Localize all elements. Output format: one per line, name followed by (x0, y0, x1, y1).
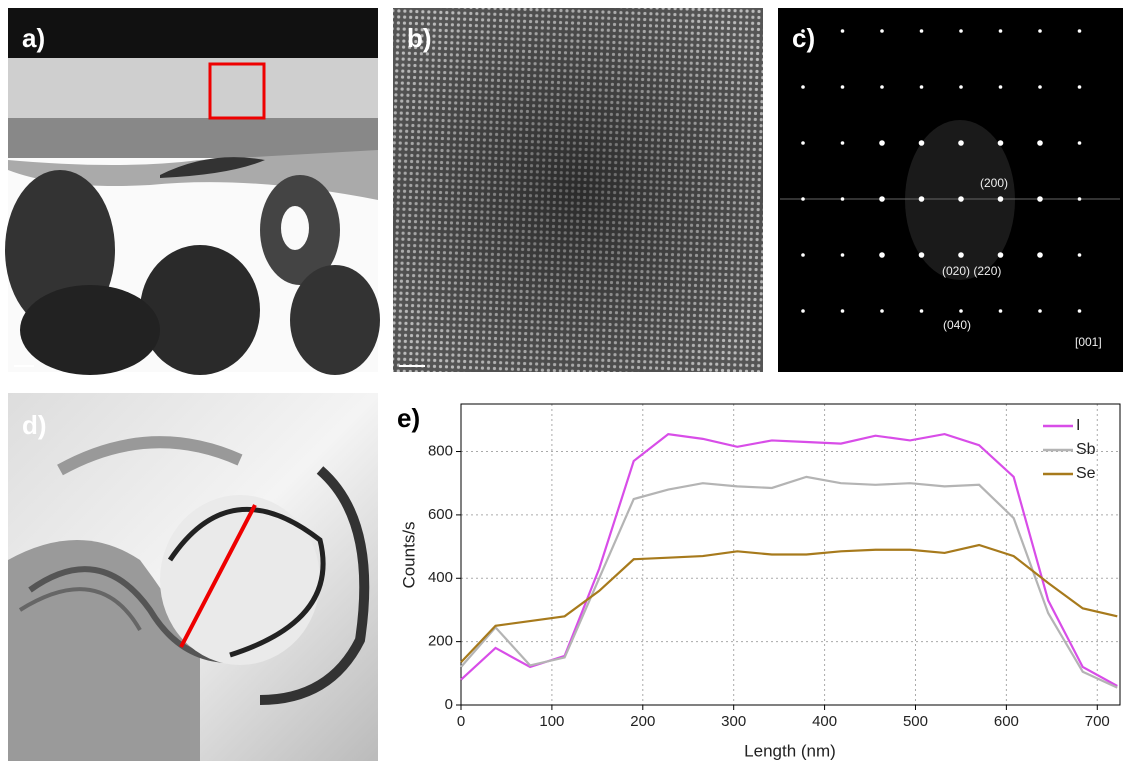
panel-a: a) (5, 8, 380, 375)
fft-spot (919, 85, 924, 89)
fft-spot (959, 85, 963, 89)
series-line (460, 543, 1118, 663)
x-tick-label: 500 (903, 713, 928, 730)
fft-spot (958, 196, 964, 202)
fft-spot (840, 141, 845, 145)
fft-spot (919, 29, 924, 33)
fft-label: [001] (1075, 335, 1102, 349)
fft-spot (918, 140, 925, 146)
fft-spot (1077, 141, 1082, 145)
y-tick-label: 400 (428, 569, 453, 586)
legend-label: I (1076, 417, 1080, 434)
x-tick-label: 0 (457, 713, 465, 730)
fft-spot (801, 309, 805, 313)
legend-label: Sb (1076, 441, 1096, 458)
fft-spot (997, 196, 1004, 202)
fft-spot (998, 309, 1003, 313)
fft-spot (958, 252, 964, 258)
plot-frame (460, 403, 1121, 706)
fft-spot (919, 309, 924, 313)
fft-spot (1037, 252, 1043, 258)
panel-b: b) (393, 8, 763, 372)
panel-label: e) (397, 403, 420, 433)
series-line (460, 432, 1118, 687)
x-tick-label: 700 (1085, 713, 1110, 730)
fft-spot (879, 196, 885, 202)
fft-spot (1077, 197, 1082, 201)
fft-spot (1077, 253, 1082, 257)
fft-spot (880, 309, 884, 313)
fft-label: (200) (980, 176, 1008, 190)
fft-spot (801, 197, 805, 201)
fft-label: (040) (943, 318, 971, 332)
fft-spot (997, 140, 1004, 146)
panel-d: d) (8, 393, 378, 761)
fft-spot (1038, 309, 1042, 313)
x-tick-label: 400 (812, 713, 837, 730)
fft-spot (959, 309, 963, 313)
fft-spot (1038, 29, 1042, 33)
panel-label: a) (22, 23, 45, 53)
fft-spot (1077, 85, 1082, 89)
fft-spot (1037, 196, 1043, 202)
x-tick-label: 200 (630, 713, 655, 730)
fft-spot (998, 85, 1003, 89)
fft-spot (958, 140, 964, 146)
fft-spot (1038, 85, 1042, 89)
series-line (460, 475, 1118, 689)
fft-spot (801, 141, 805, 145)
fft-spot (879, 140, 885, 146)
fft-spot (801, 29, 805, 33)
legend-label: Se (1076, 465, 1096, 482)
panel-label: c) (792, 23, 815, 53)
y-tick-label: 0 (445, 696, 453, 713)
fft-spot (801, 85, 805, 89)
panel-e: e) Length (nm) Counts/s 0 200 400 600 800 0 10… (397, 403, 1121, 760)
fft-spot (998, 29, 1003, 33)
fft-spot (801, 253, 805, 257)
fft-label: (020) (220) (942, 264, 1001, 278)
x-tick-label: 100 (539, 713, 564, 730)
y-axis-title: Counts/s (399, 521, 418, 588)
fft-spot (840, 29, 845, 33)
x-axis-title: Length (nm) (744, 741, 836, 760)
fft-spot (840, 253, 845, 257)
fft-spot (880, 29, 884, 33)
panel-c: c) (200) (020) (220) (040) [001] (778, 8, 1123, 372)
fft-spot (840, 197, 845, 201)
panel-label: d) (22, 410, 47, 440)
fft-spot (997, 252, 1004, 258)
x-tick-label: 300 (721, 713, 746, 730)
y-tick-label: 600 (428, 506, 453, 523)
fft-spot (918, 252, 925, 258)
fft-spot (918, 196, 925, 202)
fft-spot (840, 309, 845, 313)
x-tick-label: 600 (994, 713, 1019, 730)
fft-spot (880, 85, 884, 89)
fft-spot (879, 252, 885, 258)
y-tick-label: 200 (428, 633, 453, 650)
fft-spot (1077, 309, 1082, 313)
fft-spot (959, 29, 963, 33)
fft-spot (1077, 29, 1082, 33)
fft-spot (840, 85, 845, 89)
y-tick-label: 800 (428, 442, 453, 459)
fft-spot (1037, 140, 1043, 146)
panel-label: b) (407, 23, 432, 53)
